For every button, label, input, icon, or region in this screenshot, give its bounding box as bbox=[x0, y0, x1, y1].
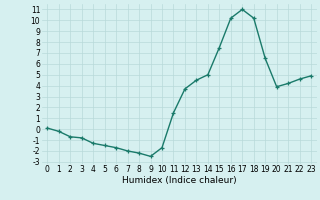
X-axis label: Humidex (Indice chaleur): Humidex (Indice chaleur) bbox=[122, 176, 236, 185]
